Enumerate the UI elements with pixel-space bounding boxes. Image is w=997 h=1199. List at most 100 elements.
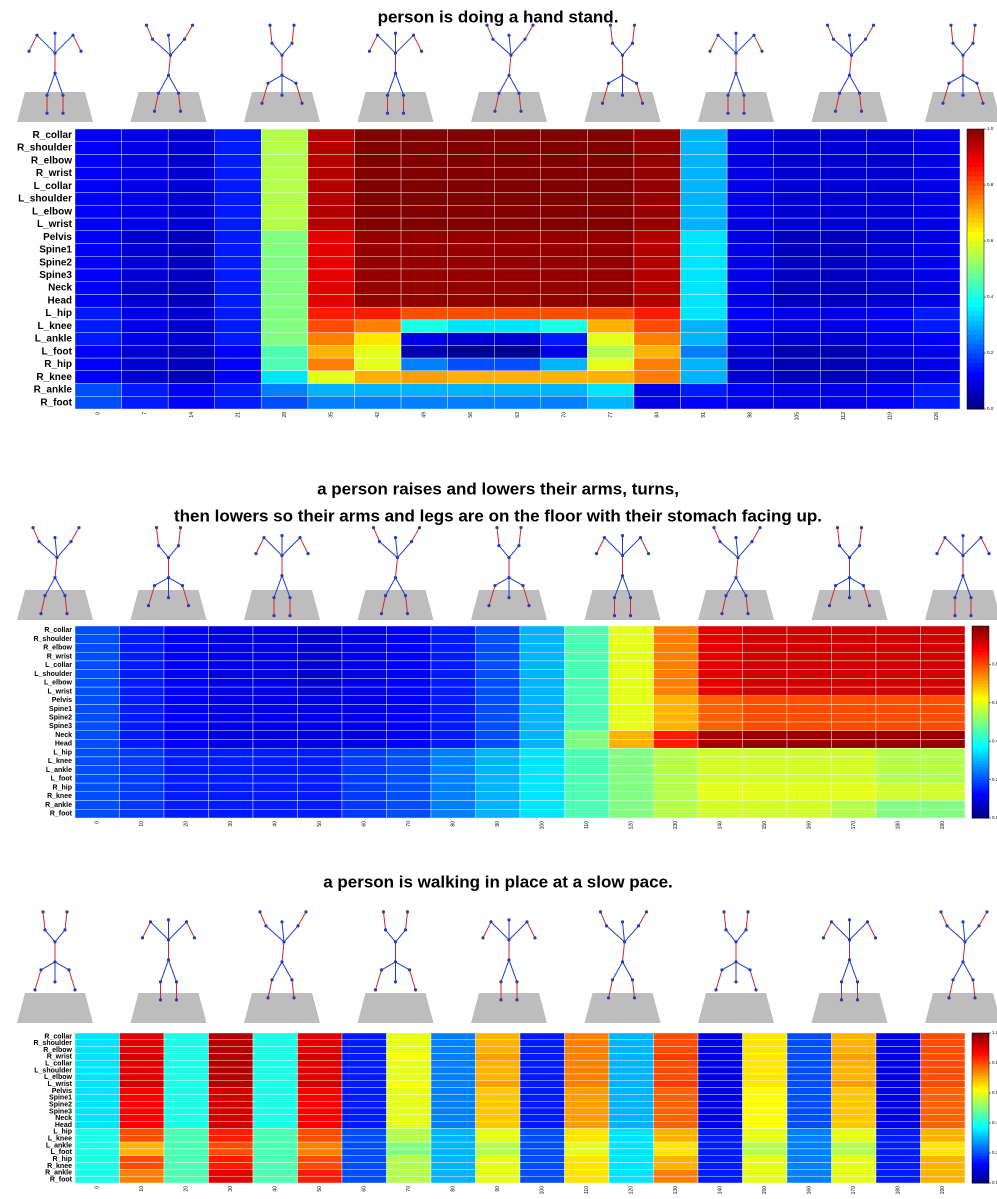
colorbar-segment — [972, 696, 989, 700]
heatmap-cell — [520, 783, 565, 792]
colorbar-segment — [972, 703, 989, 707]
heatmap-cell — [342, 1142, 387, 1149]
bone — [497, 528, 499, 546]
heatmap-cell — [401, 129, 448, 142]
row-label: L_elbow — [32, 206, 72, 217]
heatmap-cell — [727, 193, 774, 206]
heatmap-cell — [354, 320, 401, 333]
heatmap-cell — [164, 722, 209, 731]
floor-plane — [17, 590, 93, 620]
heatmap-cell — [876, 722, 921, 731]
heatmap-cell — [75, 307, 122, 320]
heatmap-cell — [609, 739, 654, 748]
joint — [280, 960, 283, 963]
heatmap-cell — [342, 1122, 387, 1129]
heatmap-cell — [832, 1101, 877, 1108]
heatmap-cell — [342, 1169, 387, 1176]
heatmap-cell — [164, 1176, 209, 1183]
heatmap-cell — [387, 783, 432, 792]
heatmap-cell — [587, 180, 634, 193]
heatmap-cell — [298, 1163, 343, 1170]
colorbar-segment — [967, 395, 984, 400]
heatmap-cell — [787, 739, 832, 748]
joint — [507, 918, 510, 921]
heatmap-cell — [634, 320, 681, 333]
heatmap-cell — [832, 739, 877, 748]
heatmap-cell — [520, 670, 565, 679]
column-label: 80 — [451, 821, 457, 827]
heatmap-cell — [913, 345, 960, 358]
heatmap-cell — [209, 705, 254, 714]
heatmap-cell — [743, 757, 788, 766]
heatmap-cell — [520, 652, 565, 661]
bone — [836, 578, 850, 586]
heatmap-cell — [541, 269, 588, 282]
heatmap-cell — [431, 1142, 476, 1149]
bone — [292, 25, 294, 43]
row-label: L_knee — [38, 321, 73, 332]
heatmap-cell — [520, 1060, 565, 1067]
heatmap-cell — [168, 129, 215, 142]
heatmap-cell — [209, 766, 254, 775]
heatmap-cell — [565, 661, 610, 670]
colorbar-segment — [967, 381, 984, 386]
heatmap-cell — [787, 1067, 832, 1074]
bone — [282, 942, 284, 962]
heatmap-cell — [298, 1067, 343, 1074]
row-label: R_wrist — [47, 653, 73, 660]
heatmap-cell — [698, 670, 743, 679]
heatmap-cell — [298, 678, 343, 687]
heatmap-cell — [298, 1156, 343, 1163]
heatmap-cell — [75, 722, 120, 731]
heatmap-cell — [308, 167, 355, 180]
joint — [187, 604, 190, 607]
heatmap-cell — [921, 774, 966, 783]
heatmap-cell — [587, 371, 634, 384]
heatmap-cell — [913, 193, 960, 206]
heatmap-cell — [120, 1156, 165, 1163]
bone — [828, 25, 834, 39]
heatmap-cell — [120, 661, 165, 670]
heatmap-cell — [401, 307, 448, 320]
row-label: L_elbow — [44, 680, 73, 687]
heatmap-cell — [75, 801, 120, 810]
column-label: 91 — [701, 412, 707, 418]
heatmap-cell — [565, 1074, 610, 1081]
heatmap-cell — [520, 661, 565, 670]
heatmap-cell — [565, 1060, 610, 1067]
heatmap-cell — [401, 358, 448, 371]
heatmap-cell — [253, 678, 298, 687]
bone — [55, 35, 73, 53]
heatmap-cell — [913, 282, 960, 295]
heatmap-cell — [387, 739, 432, 748]
column-label: 90 — [495, 821, 501, 827]
heatmap-cell — [820, 167, 867, 180]
heatmap-cell — [698, 713, 743, 722]
heatmap-cell — [832, 1176, 877, 1183]
heatmap-cell — [787, 809, 832, 818]
heatmap-cell — [476, 652, 521, 661]
heatmap-cell — [634, 154, 681, 167]
bone — [979, 912, 987, 926]
joint — [418, 526, 421, 529]
heatmap-cell — [494, 142, 541, 155]
heatmap-cell — [832, 766, 877, 775]
heatmap-cell — [820, 154, 867, 167]
joint — [79, 50, 82, 53]
row-label: L_hip — [45, 308, 72, 319]
joint — [507, 34, 510, 37]
joint — [394, 32, 397, 35]
heatmap-cell — [698, 678, 743, 687]
colorbar-segment — [967, 157, 984, 162]
joint — [73, 988, 76, 991]
bone — [728, 73, 736, 95]
joint — [53, 32, 56, 35]
heatmap-cell — [75, 792, 120, 801]
heatmap-cell — [209, 1169, 254, 1176]
heatmap-cell — [681, 205, 728, 218]
heatmap-cell — [431, 757, 476, 766]
heatmap-cell — [75, 205, 122, 218]
bone — [155, 578, 169, 586]
heatmap-cell — [431, 635, 476, 644]
heatmap-cell — [354, 244, 401, 257]
